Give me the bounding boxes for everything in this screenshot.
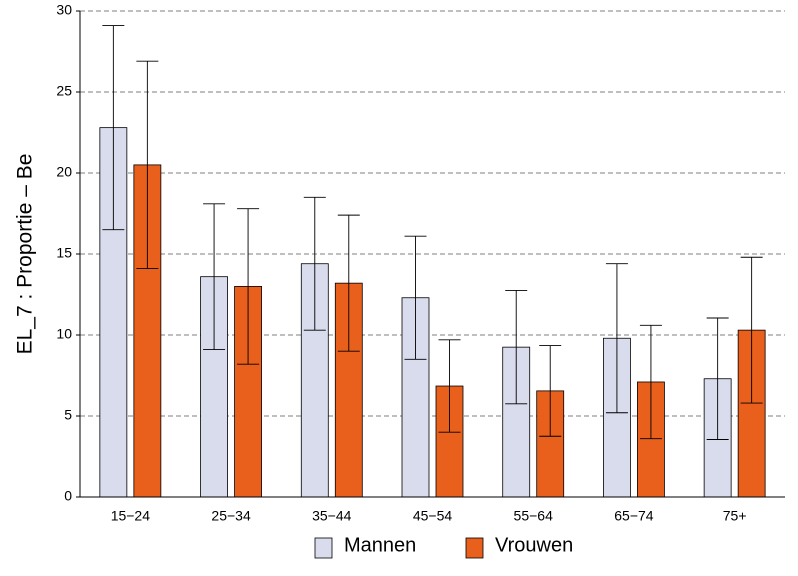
legend-swatch <box>314 537 333 559</box>
y-axis-label: EL_7 : Proportie – Be <box>14 154 37 355</box>
error-bar <box>237 208 260 365</box>
y-tick-label: 25 <box>56 83 72 99</box>
y-tick-label: 5 <box>64 407 72 423</box>
legend-label: Vrouwen <box>495 534 573 556</box>
error-bar <box>639 324 662 440</box>
x-tick-label: 35−44 <box>312 508 352 524</box>
error-bar <box>605 263 628 414</box>
error-bar <box>136 60 159 270</box>
bar <box>401 297 430 498</box>
x-tick-label: 15−24 <box>111 508 151 524</box>
x-tick-label: 55−64 <box>514 508 554 524</box>
x-tick-label: 65−74 <box>614 508 654 524</box>
error-bar <box>505 290 528 405</box>
y-tick-label: 15 <box>56 245 72 261</box>
legend-label: Mannen <box>344 534 416 556</box>
error-bar <box>337 214 360 352</box>
error-bar <box>203 203 226 351</box>
error-bar <box>438 339 461 433</box>
legend-swatch <box>465 537 484 559</box>
x-tick-label: 25−34 <box>211 508 251 524</box>
error-bar <box>303 196 326 331</box>
y-tick-label: 30 <box>56 2 72 18</box>
error-bar <box>740 256 763 404</box>
error-bar <box>539 345 562 437</box>
error-bar <box>404 235 427 360</box>
x-tick-label: 75+ <box>723 508 747 524</box>
y-tick-label: 0 <box>64 488 72 504</box>
error-bar <box>706 317 729 440</box>
y-tick-label: 20 <box>56 164 72 180</box>
y-tick-label: 10 <box>56 326 72 342</box>
error-bar <box>102 25 125 231</box>
x-tick-label: 45−54 <box>413 508 453 524</box>
